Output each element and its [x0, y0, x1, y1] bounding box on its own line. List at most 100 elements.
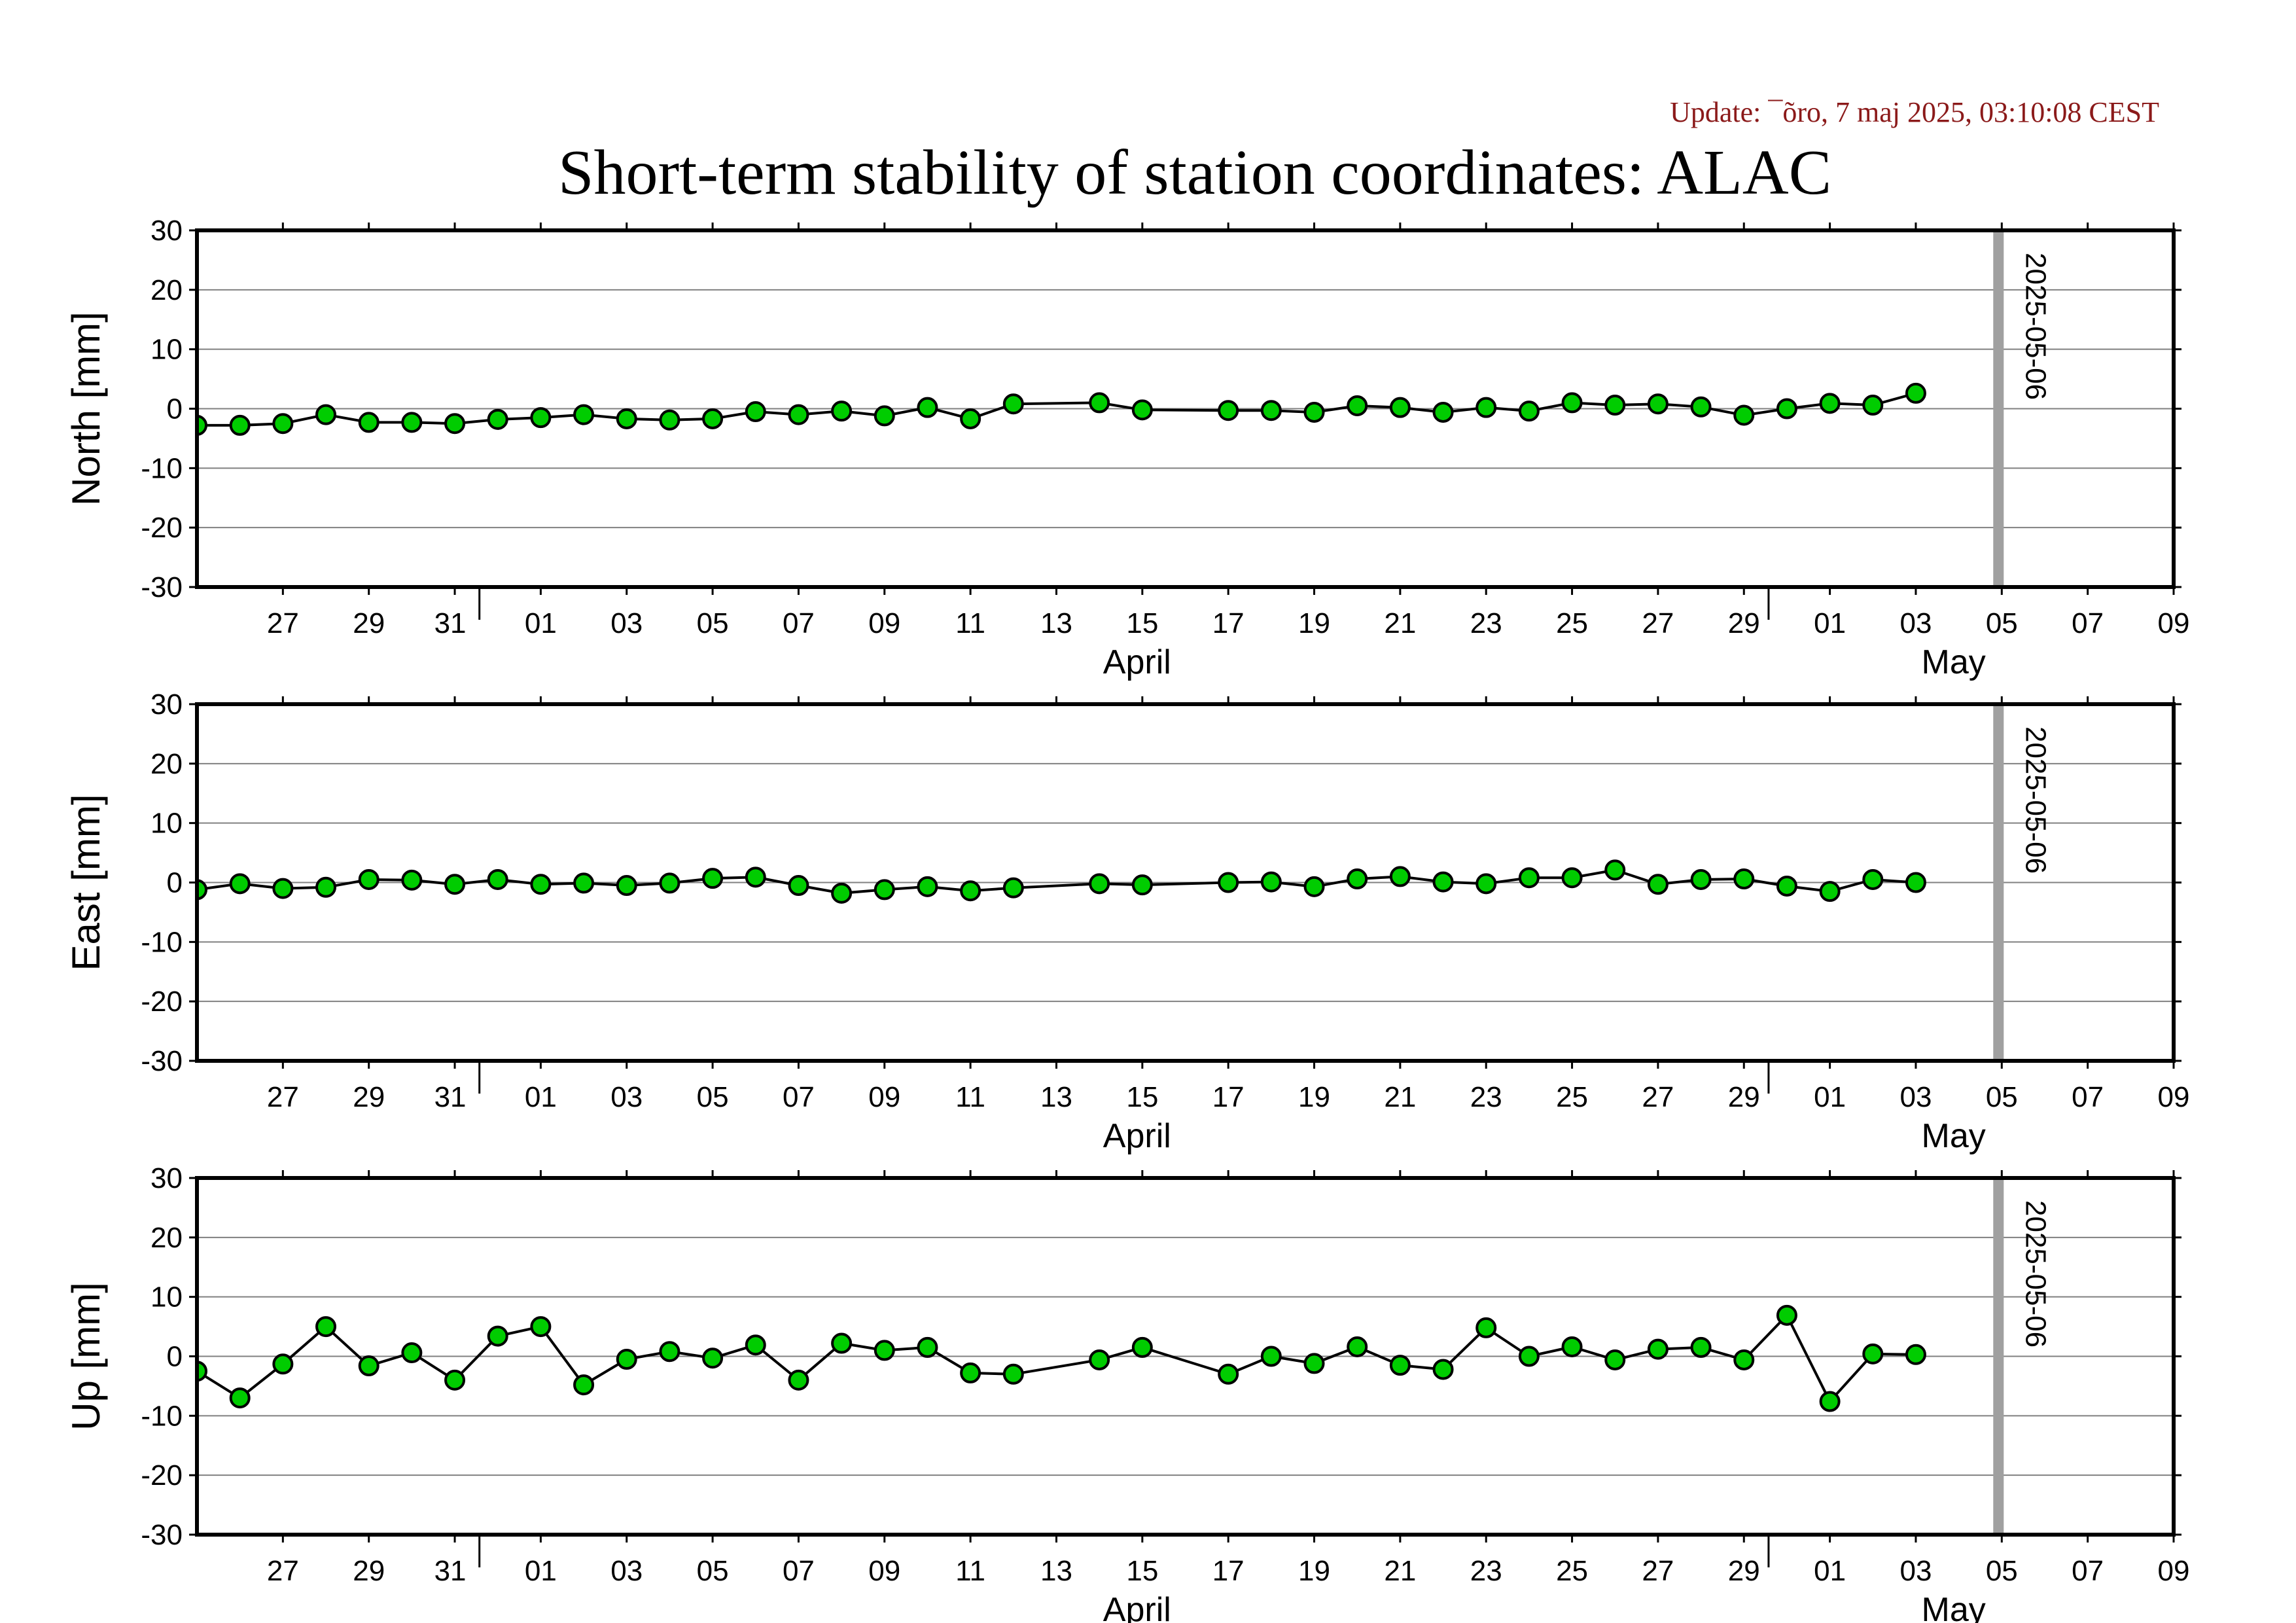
data-point: [1347, 395, 1368, 416]
plot-frame: [195, 1176, 2176, 1537]
y-tick-label: -10: [141, 452, 183, 484]
x-tick-label: 25: [1556, 1555, 1588, 1587]
update-timestamp: Update: ¯õro, 7 maj 2025, 03:10:08 CEST: [1670, 96, 2159, 128]
y-tick-label: -20: [141, 512, 183, 544]
data-point: [197, 1361, 207, 1382]
x-tick-label: 01: [525, 607, 557, 639]
east-series: [197, 859, 1926, 904]
data-point: [1002, 393, 1024, 415]
data-point: [1347, 868, 1368, 890]
x-tick-label: 03: [610, 607, 643, 639]
x-tick-label: 03: [610, 1081, 643, 1113]
data-point: [1218, 400, 1239, 421]
month-label: April: [1103, 1117, 1171, 1155]
data-point: [1518, 401, 1540, 422]
data-point: [960, 408, 981, 429]
data-point: [1819, 881, 1841, 902]
y-tick-label: 10: [150, 808, 183, 840]
east-axis-label: East [mm]: [64, 794, 108, 971]
data-point: [1905, 1344, 1926, 1365]
y-tick-label: 10: [150, 1281, 183, 1313]
data-point: [1389, 397, 1411, 418]
x-tick-label: 27: [267, 1081, 299, 1113]
y-tick-label: 0: [167, 393, 183, 425]
x-tick-label: 05: [697, 607, 729, 639]
data-point: [745, 401, 766, 423]
data-point: [702, 1347, 724, 1369]
x-tick-label: 29: [353, 1081, 385, 1113]
data-point: [917, 397, 938, 418]
y-tick-label: -10: [141, 926, 183, 958]
month-label: May: [1922, 1117, 1986, 1155]
y-tick-label: 30: [150, 1162, 183, 1194]
x-tick-label: 07: [783, 1555, 815, 1587]
east-panel: 30 20 10 0 -10 -20 -30 27 29 31 01 03 05 07 09 11 13 15 17…: [64, 688, 2189, 1155]
data-point: [659, 409, 680, 431]
data-point: [1604, 859, 1626, 881]
x-tick-label: 01: [1814, 1555, 1846, 1587]
data-point: [874, 879, 895, 901]
data-point: [1561, 392, 1583, 414]
y-tick-label: -30: [141, 571, 183, 603]
data-point: [401, 412, 423, 433]
data-point: [1518, 867, 1540, 889]
data-point: [1089, 873, 1110, 895]
data-point: [1690, 868, 1712, 890]
data-point: [745, 866, 766, 888]
x-tick-label: 01: [1814, 607, 1846, 639]
data-point: [1905, 382, 1926, 404]
x-tick-label: 01: [525, 1081, 557, 1113]
x-tick-label: 21: [1384, 1555, 1416, 1587]
x-tick-label: 31: [434, 1081, 467, 1113]
x-tick-label: 29: [1728, 1081, 1760, 1113]
data-point: [1561, 867, 1583, 889]
data-point: [1733, 1349, 1755, 1370]
data-point: [917, 1336, 938, 1358]
y-tick-label: 20: [150, 748, 183, 780]
x-tick-label: 07: [2072, 607, 2104, 639]
data-point: [1089, 392, 1110, 414]
data-point: [1862, 395, 1884, 416]
x-tick-label: 15: [1126, 607, 1158, 639]
data-point: [487, 868, 508, 890]
x-tick-label: 19: [1298, 607, 1330, 639]
x-tick-label: 05: [1986, 1555, 2018, 1587]
data-point: [1303, 401, 1325, 423]
x-tick-label: 03: [1899, 1555, 1932, 1587]
data-point: [487, 1325, 508, 1347]
data-point: [831, 1332, 853, 1354]
data-point: [573, 404, 595, 425]
x-tick-label: 13: [1040, 1555, 1072, 1587]
x-tick-label: 13: [1040, 1081, 1072, 1113]
data-point: [659, 872, 680, 894]
data-point: [874, 405, 895, 427]
x-tick-label: 07: [2072, 1555, 2104, 1587]
north-axis-label: North [mm]: [64, 312, 108, 506]
data-point: [315, 1316, 337, 1338]
up-axis-label: Up [mm]: [64, 1282, 108, 1431]
x-tick-label: 21: [1384, 1081, 1416, 1113]
data-point: [702, 408, 724, 429]
x-tick-label: 25: [1556, 1081, 1588, 1113]
data-point: [1260, 400, 1282, 421]
data-point: [1432, 401, 1454, 423]
data-point: [1561, 1336, 1583, 1357]
data-point: [530, 1316, 552, 1338]
data-point: [401, 869, 423, 891]
x-tick-label: 17: [1212, 607, 1245, 639]
data-point: [1518, 1346, 1540, 1367]
up-series: [197, 1304, 1926, 1412]
data-point: [1604, 1349, 1626, 1370]
data-point: [1862, 1343, 1884, 1364]
data-point: [1218, 872, 1239, 893]
data-point: [1260, 1346, 1282, 1367]
data-point: [1604, 395, 1626, 416]
data-point: [229, 414, 251, 436]
current-date-label: 2025-05-06: [2019, 253, 2051, 400]
data-point: [1776, 1304, 1797, 1326]
data-point: [745, 1334, 766, 1356]
data-point: [788, 875, 809, 897]
data-point: [1647, 1338, 1669, 1360]
north-series: [197, 382, 1926, 436]
x-tick-label: 29: [353, 607, 385, 639]
